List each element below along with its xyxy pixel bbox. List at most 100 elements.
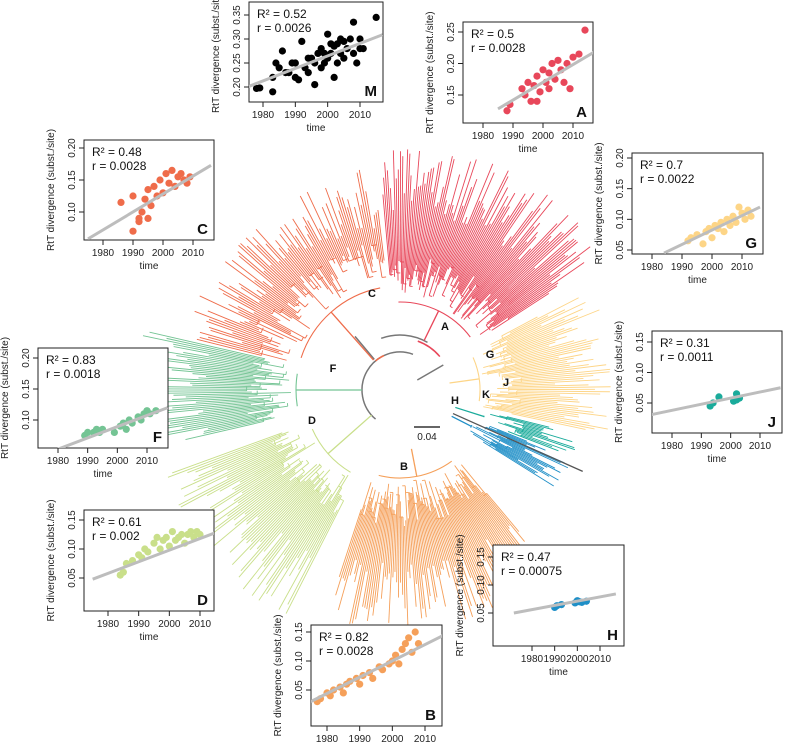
tree-tip-branch xyxy=(172,399,270,409)
x-tick-label: 1990 xyxy=(690,441,713,452)
tree-tip-branch xyxy=(486,493,520,532)
tree-tip-branch xyxy=(358,169,375,252)
tree-tip-branch xyxy=(242,492,320,590)
tree-tip-branch xyxy=(419,161,443,282)
tree-tip-branch xyxy=(250,480,312,542)
plot-frame xyxy=(83,509,215,612)
tree-node-arc xyxy=(439,517,444,520)
tree-tip-branch xyxy=(280,226,320,280)
tree-tip-branch xyxy=(239,454,289,483)
data-point xyxy=(349,49,358,58)
tree-node-arc xyxy=(303,443,306,448)
data-point xyxy=(533,97,541,105)
tree-tip-branch xyxy=(157,386,262,389)
tree-node-arc xyxy=(297,434,300,439)
tree-node-arc xyxy=(297,308,301,314)
root-branch xyxy=(416,364,444,381)
y-axis-label: RtT divergence (subst./site) xyxy=(425,11,436,133)
tree-tip-branch xyxy=(234,479,291,526)
tree-tip-branch xyxy=(376,496,389,603)
tree-tip-branch xyxy=(500,439,533,456)
tree-tip-branch xyxy=(342,504,366,579)
tree-tip-branch xyxy=(176,355,272,371)
tree-tip-branch xyxy=(407,189,415,281)
tree-node-arc xyxy=(337,493,342,497)
tree-tip-branch xyxy=(453,187,509,289)
tree-tip-branch xyxy=(488,282,552,328)
tree-tip-branch xyxy=(382,508,389,564)
tree-tip-branch xyxy=(214,463,302,529)
tree-tip-branch xyxy=(414,183,426,271)
tree-tip-branch xyxy=(203,416,272,432)
tree-tip-branch xyxy=(490,241,578,315)
tree-tip-branch xyxy=(278,261,314,298)
tree-tip-branch xyxy=(166,337,264,361)
tree-tip-branch xyxy=(206,448,294,497)
y-tick-label: 0.20 xyxy=(232,77,243,97)
data-point xyxy=(119,568,127,576)
tree-tip-branch xyxy=(438,500,478,607)
tree-tip-branch xyxy=(289,486,329,541)
clade-stem-arc xyxy=(375,354,385,362)
tree-tip-branch xyxy=(195,437,281,473)
tree-tip-branch xyxy=(421,497,438,578)
clade-stem-arc xyxy=(417,340,441,358)
tree-tip-branch xyxy=(487,235,552,301)
data-point xyxy=(699,240,707,248)
tree-tip-branch xyxy=(346,207,369,279)
tree-node-arc xyxy=(488,309,492,313)
tree-tip-branch xyxy=(504,342,593,365)
tree-node-arc xyxy=(420,503,425,506)
tree-tip-branch xyxy=(423,504,446,607)
tree-tip-branch xyxy=(502,347,592,368)
tree-tip-branch xyxy=(258,503,324,601)
tree-tip-branch xyxy=(489,273,561,326)
tree-tip-branch xyxy=(411,493,427,618)
tree-tip-branch xyxy=(501,404,580,418)
tree-tip-branch xyxy=(309,512,335,559)
tree-tip-branch xyxy=(421,186,444,287)
tree-tip-branch xyxy=(504,423,549,438)
tree-tip-branch xyxy=(449,206,510,307)
tree-tip-branch xyxy=(371,499,387,608)
tree-tip-branch xyxy=(450,163,494,267)
tree-tip-branch xyxy=(351,491,380,624)
tree-tip-branch xyxy=(520,434,553,448)
tree-tip-branch xyxy=(508,393,561,396)
tree-tip-branch xyxy=(449,195,509,301)
tree-tip-branch xyxy=(142,335,270,363)
clade-arc xyxy=(300,287,381,359)
tree-tip-branch xyxy=(275,240,311,283)
tree-tip-branch xyxy=(503,335,567,358)
tree-tip-branch xyxy=(266,493,333,594)
tree-node-arc xyxy=(451,290,455,293)
tree-node-arc xyxy=(441,278,446,281)
tree-tip-branch xyxy=(222,292,306,339)
data-point xyxy=(256,84,264,92)
tree-tip-branch xyxy=(521,368,611,379)
tree-tip-branch xyxy=(253,312,292,333)
tree-tip-branch xyxy=(187,358,258,370)
data-point xyxy=(569,53,577,61)
tree-tip-branch xyxy=(198,377,256,382)
tree-tip-branch xyxy=(474,236,537,307)
clade-arc xyxy=(472,357,481,402)
y-tick-label: 0.05 xyxy=(294,680,305,700)
x-tick-label: 2010 xyxy=(414,734,437,744)
tree-tip-branch xyxy=(423,213,446,298)
x-tick-label: 2010 xyxy=(731,262,754,273)
tree-node-arc xyxy=(343,289,348,293)
tree-node-arc xyxy=(353,257,359,260)
tree-tip-branch xyxy=(452,240,505,314)
data-point xyxy=(353,59,361,67)
tree-tip-branch xyxy=(475,485,510,529)
y-tick-label: 0.35 xyxy=(232,5,243,25)
rate-label: r = 0.002 xyxy=(92,529,140,543)
tree-tip-branch xyxy=(362,495,383,607)
tree-tip-branch xyxy=(491,301,586,348)
root-branch xyxy=(354,335,375,360)
tree-tip-branch xyxy=(495,448,536,474)
data-point xyxy=(503,107,511,115)
tree-tip-branch xyxy=(451,224,486,292)
tree-tip-branch xyxy=(337,487,374,611)
